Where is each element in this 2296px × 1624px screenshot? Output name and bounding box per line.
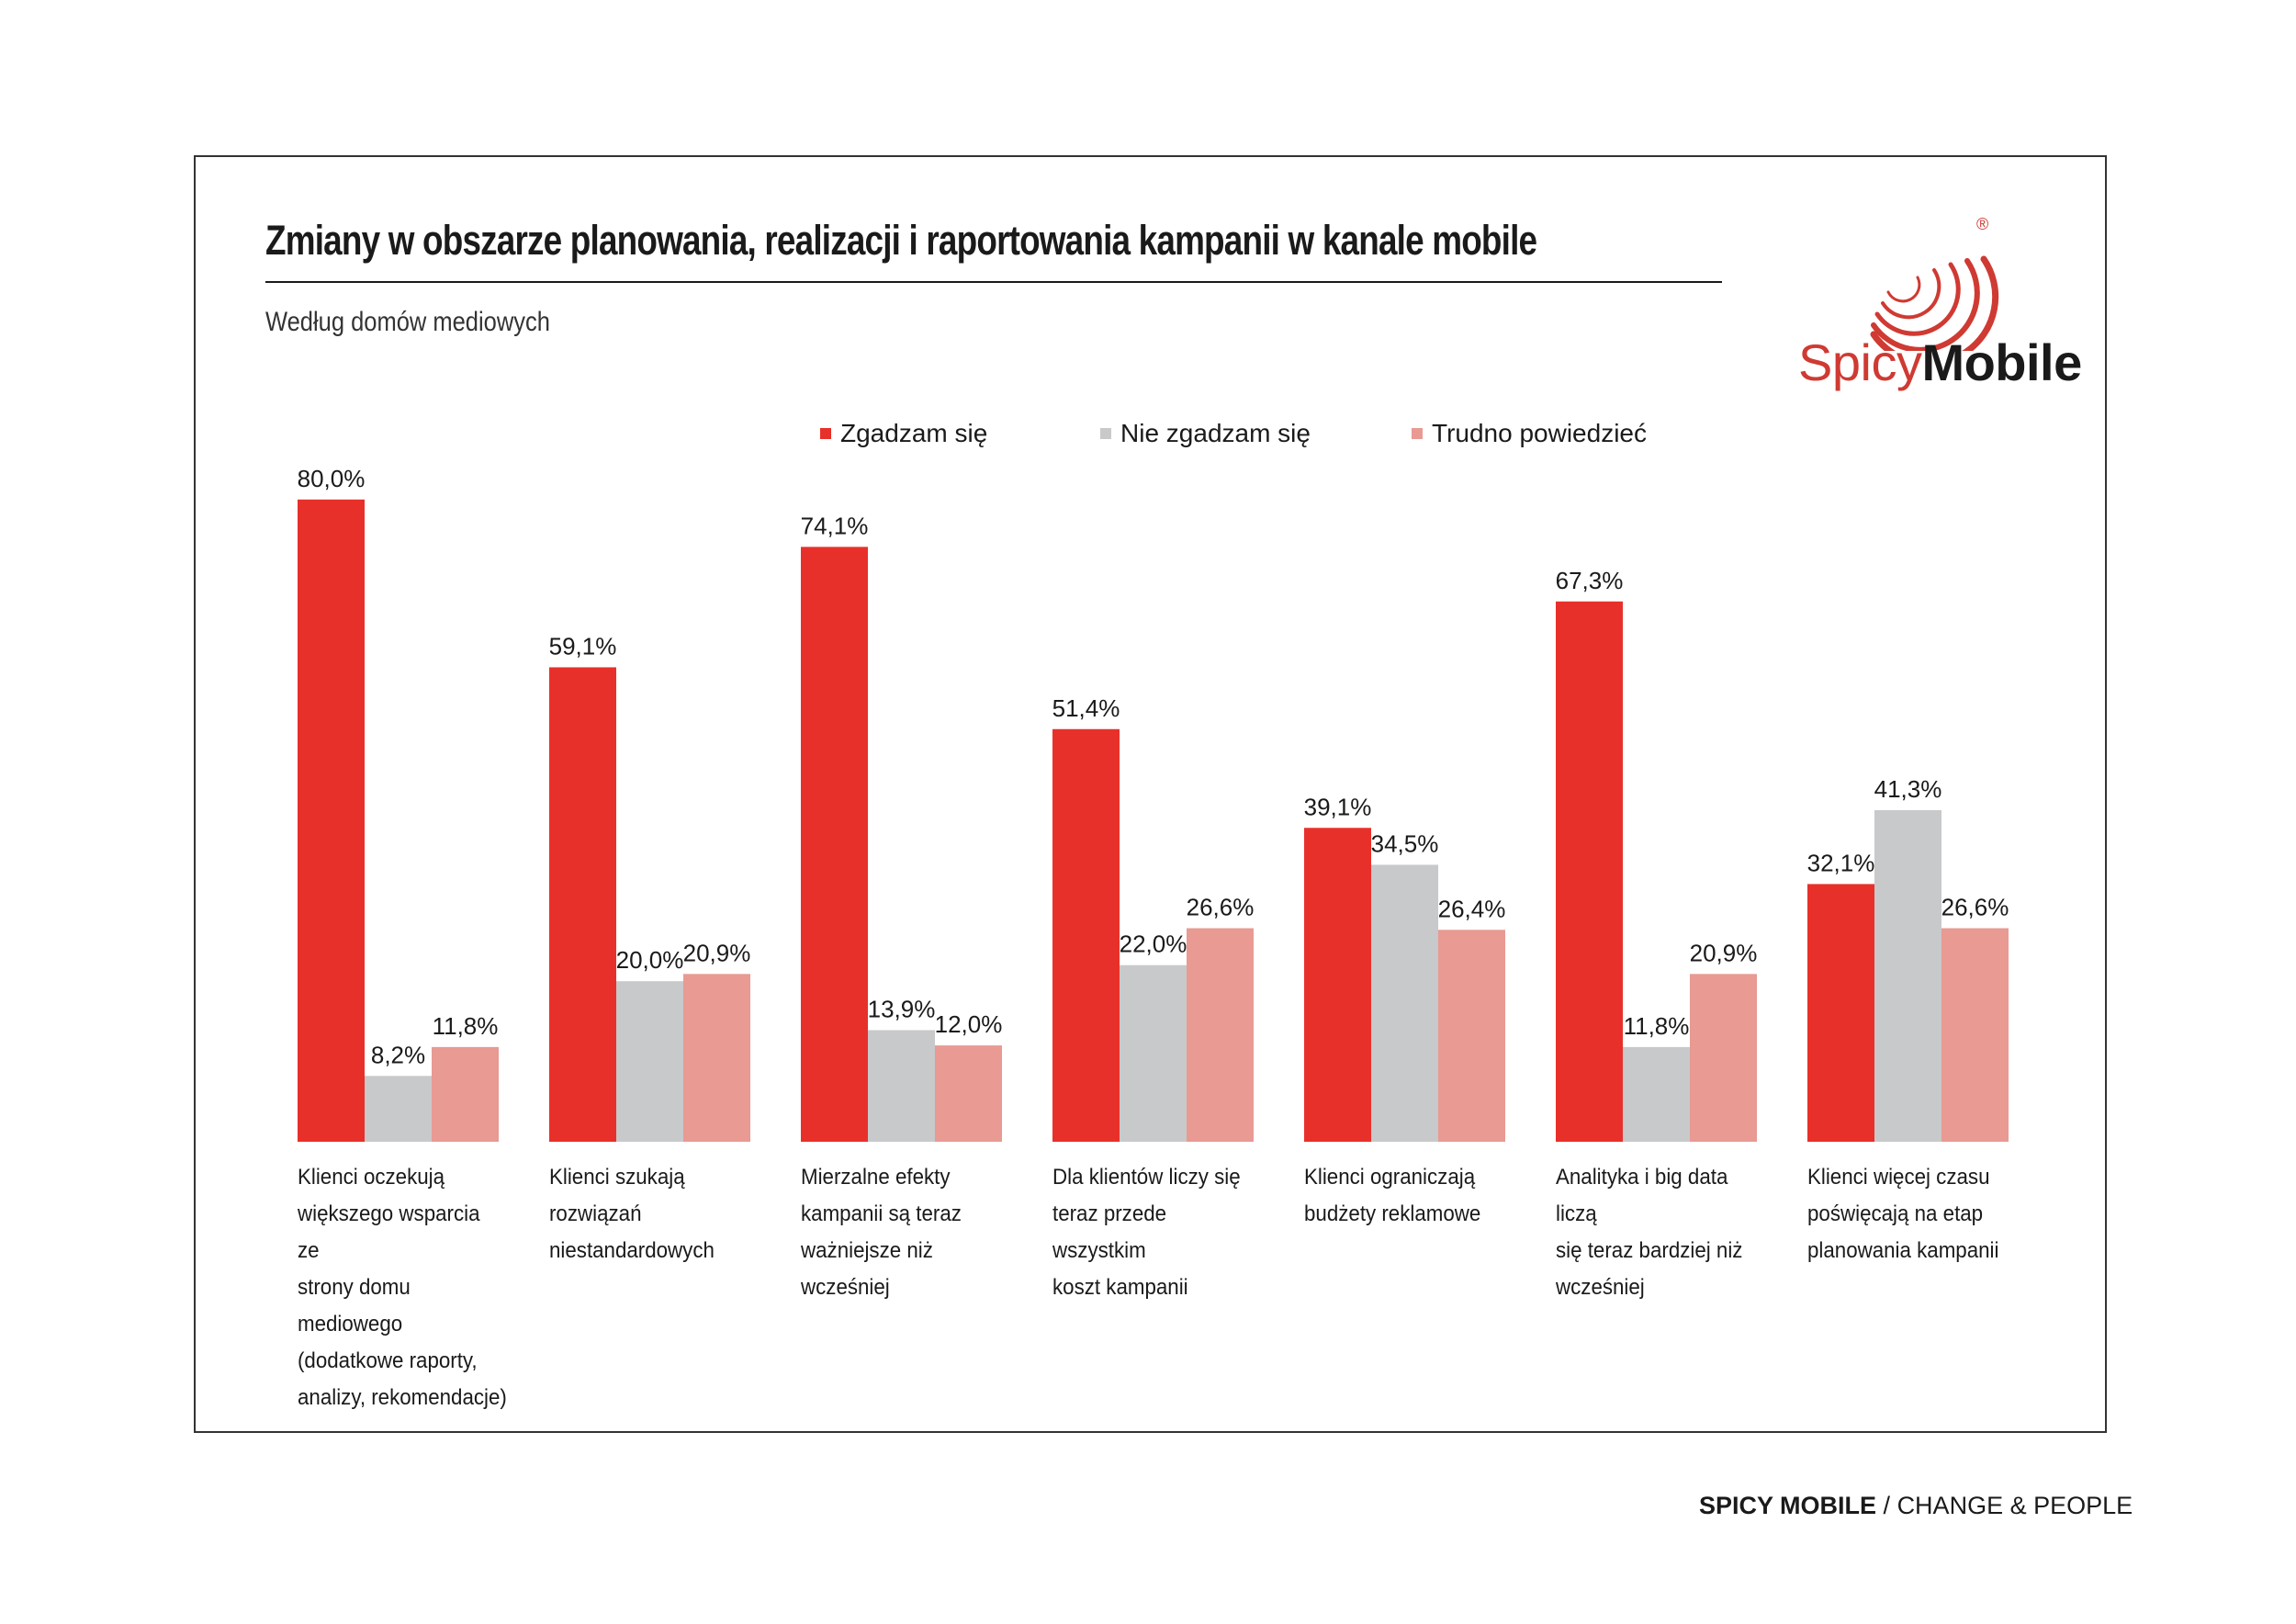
bar-disagree-1 — [365, 1076, 432, 1142]
bar-disagree-3 — [868, 1030, 935, 1142]
category-label-7: Klienci więcej czasu poświęcają na etap pl… — [1807, 1159, 2017, 1269]
data-label-hard-to-say-1: 11,8% — [433, 1012, 499, 1040]
bar-disagree-4 — [1120, 964, 1187, 1142]
footer: SPICY MOBILE / CHANGE & PEOPLE — [1699, 1492, 2133, 1520]
legend-item-agree: Zgadzam się — [820, 419, 987, 448]
bar-hard-to-say-3 — [935, 1045, 1002, 1142]
logo-text-spicy: Spicy — [1798, 333, 1922, 391]
legend-swatch-agree — [820, 428, 831, 439]
footer-brand: SPICY MOBILE — [1699, 1492, 1877, 1519]
bar-hard-to-say-5 — [1438, 930, 1505, 1142]
legend-swatch-hard-to-say — [1412, 428, 1423, 439]
category-label-line: Klienci oczekują — [298, 1165, 445, 1190]
category-label-line: strony domu mediowego — [298, 1275, 411, 1336]
chart-frame — [194, 155, 2107, 1433]
bar-agree-2 — [549, 667, 616, 1142]
category-label-line: planowania kampanii — [1807, 1238, 1999, 1263]
category-label-line: kampanii są teraz — [801, 1201, 962, 1226]
bar-disagree-2 — [616, 981, 683, 1142]
data-label-disagree-1: 8,2% — [371, 1041, 425, 1068]
data-label-hard-to-say-5: 26,4% — [1438, 895, 1506, 922]
legend-item-disagree: Nie zgadzam się — [1100, 419, 1311, 448]
bar-agree-1 — [298, 499, 365, 1142]
footer-tagline: CHANGE & PEOPLE — [1896, 1492, 2133, 1519]
page-subtitle: Według domów mediowych — [265, 307, 550, 337]
bar-disagree-7 — [1874, 810, 1941, 1142]
data-label-agree-1: 80,0% — [298, 465, 366, 492]
footer-separator: / — [1876, 1492, 1897, 1519]
category-label-4: Dla klientów liczy się teraz przede wszys… — [1052, 1159, 1262, 1306]
category-label-line: niestandardowych — [549, 1238, 715, 1263]
bar-hard-to-say-4 — [1187, 928, 1254, 1142]
category-label-line: budżety reklamowe — [1304, 1201, 1481, 1226]
data-label-disagree-6: 11,8% — [1624, 1012, 1690, 1040]
data-label-hard-to-say-7: 26,6% — [1941, 894, 2009, 921]
legend-swatch-disagree — [1100, 428, 1111, 439]
data-label-agree-6: 67,3% — [1556, 567, 1624, 594]
legend-label-disagree: Nie zgadzam się — [1120, 419, 1311, 447]
bar-agree-5 — [1304, 828, 1371, 1142]
data-label-hard-to-say-3: 12,0% — [935, 1010, 1003, 1038]
category-label-line: Klienci więcej czasu — [1807, 1165, 1990, 1190]
category-label-line: Mierzalne efekty — [801, 1165, 951, 1190]
bar-agree-3 — [801, 547, 868, 1142]
data-label-agree-2: 59,1% — [549, 632, 617, 660]
data-label-hard-to-say-6: 20,9% — [1690, 939, 1758, 966]
category-label-6: Analityka i big data liczą się teraz bard… — [1556, 1159, 1765, 1306]
category-label-line: wcześniej — [1556, 1275, 1645, 1300]
category-label-line: poświęcają na etap — [1807, 1201, 1984, 1226]
title-underline — [265, 281, 1722, 283]
bar-disagree-6 — [1623, 1046, 1690, 1142]
data-label-disagree-4: 22,0% — [1120, 930, 1187, 958]
data-label-disagree-2: 20,0% — [616, 946, 684, 974]
registered-mark-icon: ® — [1976, 215, 1988, 233]
bar-disagree-5 — [1371, 864, 1438, 1142]
bar-agree-6 — [1556, 601, 1623, 1142]
category-label-line: teraz przede wszystkim — [1052, 1201, 1167, 1263]
category-label-line: rozwiązań — [549, 1201, 642, 1226]
data-label-agree-5: 39,1% — [1304, 793, 1372, 820]
data-label-disagree-7: 41,3% — [1874, 775, 1942, 803]
category-label-line: Klienci ograniczają — [1304, 1165, 1476, 1190]
category-label-line: Klienci szukają — [549, 1165, 685, 1190]
bar-hard-to-say-2 — [683, 974, 750, 1142]
data-label-hard-to-say-2: 20,9% — [683, 939, 751, 966]
data-label-agree-4: 51,4% — [1052, 694, 1120, 722]
chart-legend: Zgadzam się Nie zgadzam się Trudno powie… — [0, 419, 2296, 456]
category-label-2: Klienci szukają rozwiązań niestandardowych — [549, 1159, 759, 1269]
bar-hard-to-say-7 — [1941, 928, 2009, 1142]
category-label-line: Dla klientów liczy się — [1052, 1165, 1241, 1190]
data-label-disagree-5: 34,5% — [1371, 829, 1439, 857]
data-label-agree-7: 32,1% — [1807, 849, 1875, 876]
legend-label-agree: Zgadzam się — [840, 419, 988, 447]
category-label-line: analizy, rekomendacje) — [298, 1385, 507, 1410]
category-label-line: (dodatkowe raporty, — [298, 1348, 478, 1373]
category-label-line: Analityka i big data liczą — [1556, 1165, 1728, 1226]
legend-label-hard-to-say: Trudno powiedzieć — [1432, 419, 1647, 447]
bar-agree-4 — [1052, 728, 1120, 1142]
logo-text-mobile: Mobile — [1921, 333, 2082, 391]
bar-hard-to-say-6 — [1690, 974, 1757, 1142]
data-label-agree-3: 74,1% — [801, 512, 869, 539]
bar-hard-to-say-1 — [432, 1046, 499, 1142]
page-title: Zmiany w obszarze planowania, realizacji… — [265, 217, 1537, 264]
category-label-line: ważniejsze niż wcześniej — [801, 1238, 933, 1300]
brand-logo: SpicyMobile — [1798, 333, 2082, 392]
data-label-hard-to-say-4: 26,6% — [1187, 894, 1255, 921]
data-label-disagree-3: 13,9% — [868, 996, 936, 1023]
category-label-1: Klienci oczekują większego wsparcia ze str… — [298, 1159, 507, 1416]
category-label-line: koszt kampanii — [1052, 1275, 1188, 1300]
category-label-line: większego wsparcia ze — [298, 1201, 480, 1263]
category-label-3: Mierzalne efekty kampanii są teraz ważniej… — [801, 1159, 1010, 1306]
category-label-line: się teraz bardziej niż — [1556, 1238, 1743, 1263]
bar-agree-7 — [1807, 884, 1874, 1142]
legend-item-hard-to-say: Trudno powiedzieć — [1412, 419, 1647, 448]
category-label-5: Klienci ograniczają budżety reklamowe — [1304, 1159, 1514, 1233]
spicy-mobile-swirl-logo-icon: ® — [1870, 215, 1999, 351]
